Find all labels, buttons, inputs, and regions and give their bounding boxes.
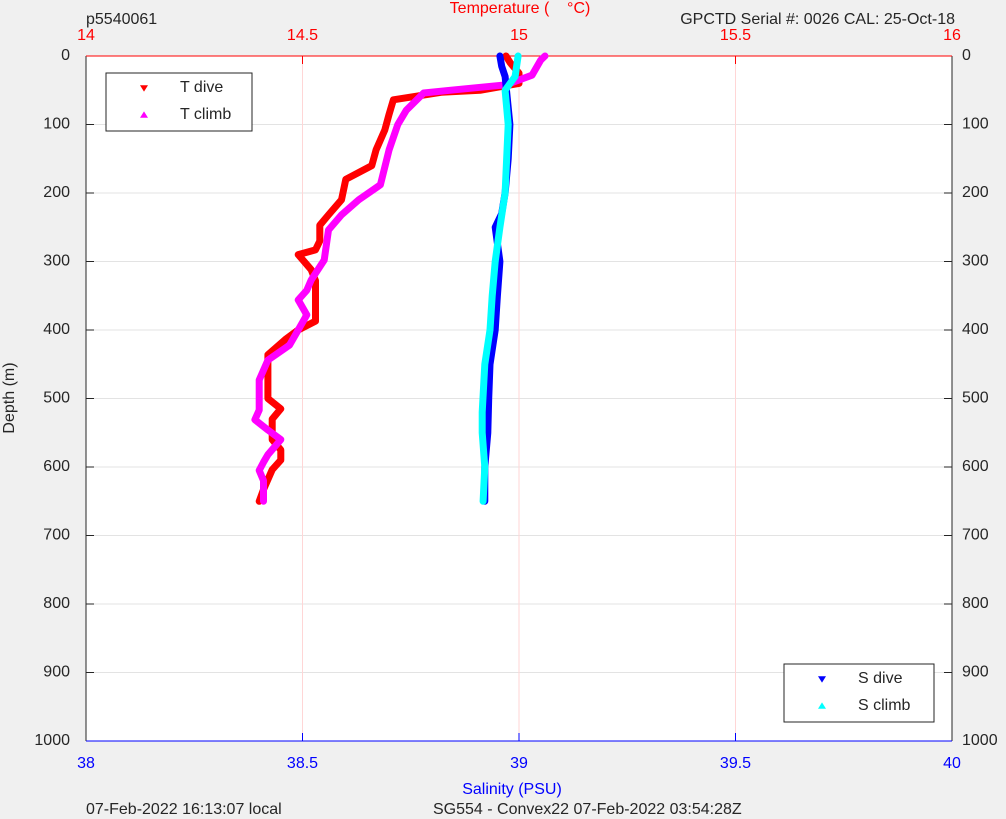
y2-tick-label: 0 [962, 47, 971, 64]
x-tick-label: 39 [510, 755, 528, 772]
profile-line [251, 52, 549, 505]
x-tick-label: 39.5 [720, 755, 751, 772]
y-tick-label: 800 [43, 595, 70, 612]
dive-id: p5540061 [86, 11, 157, 28]
x2-tick-label: 14 [77, 27, 95, 44]
x-tick-label: 38.5 [287, 755, 318, 772]
y-tick-label: 900 [43, 664, 70, 681]
legend-marker [140, 111, 148, 118]
y-tick-label: 300 [43, 253, 70, 270]
legend-label: T dive [180, 79, 223, 96]
legend-box [105, 72, 253, 132]
legend-box [783, 663, 935, 723]
x2-tick-label: 15.5 [720, 27, 751, 44]
y-tick-label: 200 [43, 184, 70, 201]
y2-tick-label: 100 [962, 116, 989, 133]
chart-title: Temperature ( °C) [450, 0, 591, 17]
y-tick-label: 400 [43, 321, 70, 338]
x-tick-label: 38 [77, 755, 95, 772]
x2-tick-label: 14.5 [287, 27, 318, 44]
y-tick-label: 100 [43, 116, 70, 133]
y-axis-label: Depth (m) [1, 362, 18, 433]
y2-tick-label: 500 [962, 390, 989, 407]
y2-tick-label: 600 [962, 458, 989, 475]
x-tick-label: 40 [943, 755, 961, 772]
profile-line [255, 52, 523, 505]
y2-tick-label: 900 [962, 664, 989, 681]
local-time: 07-Feb-2022 16:13:07 local [86, 801, 282, 818]
y2-tick-label: 200 [962, 184, 989, 201]
y-tick-label: 0 [61, 47, 70, 64]
y-tick-label: 500 [43, 390, 70, 407]
legend-label: S dive [858, 670, 903, 687]
legend-label: T climb [180, 106, 231, 123]
y2-tick-label: 400 [962, 321, 989, 338]
y-tick-label: 700 [43, 527, 70, 544]
y2-tick-label: 300 [962, 253, 989, 270]
y-tick-label: 1000 [34, 732, 70, 749]
profile-line [478, 52, 522, 505]
legend-marker [140, 85, 148, 92]
legend-label: S climb [858, 697, 911, 714]
legend-marker [818, 702, 826, 709]
sensor-info: GPCTD Serial #: 0026 CAL: 25-Oct-18 [680, 11, 955, 28]
y-tick-label: 600 [43, 458, 70, 475]
mission-info: SG554 - Convex22 07-Feb-2022 03:54:28Z [433, 801, 742, 818]
x2-tick-label: 15 [510, 27, 528, 44]
y2-tick-label: 800 [962, 595, 989, 612]
y2-tick-label: 1000 [962, 732, 998, 749]
x2-tick-label: 16 [943, 27, 961, 44]
x-axis-label: Salinity (PSU) [462, 781, 562, 798]
legend-marker [818, 676, 826, 683]
y2-tick-label: 700 [962, 527, 989, 544]
